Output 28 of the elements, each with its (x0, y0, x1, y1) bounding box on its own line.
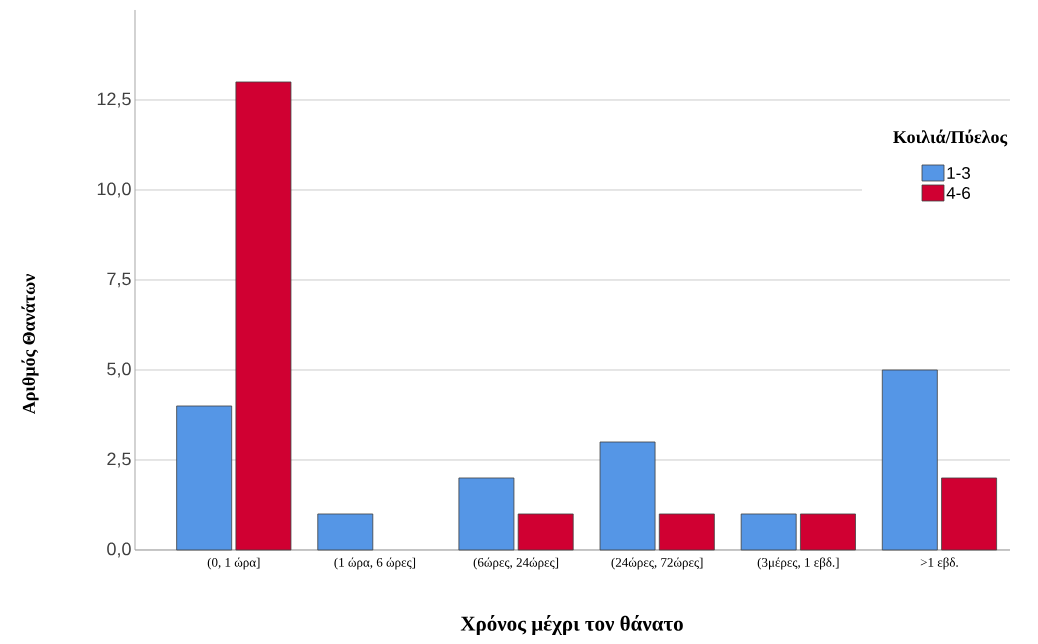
bar (658, 513, 715, 551)
y-tick-label: 0,0 (107, 542, 131, 558)
bar (740, 513, 797, 551)
bar (458, 477, 515, 551)
bar (800, 513, 856, 551)
bar (881, 369, 938, 551)
x-tick-label: (24ώρες, 72ώρες] (611, 557, 703, 570)
bar (235, 81, 292, 551)
x-tick-label: (3μέρες, 1 εβδ.] (757, 557, 839, 570)
legend-label: 1-3 (947, 166, 971, 180)
bar (317, 513, 374, 551)
y-tick-label: 10,0 (97, 182, 131, 198)
y-tick-label: 12,5 (97, 92, 131, 108)
x-tick-label: >1 εβδ. (920, 557, 958, 570)
legend-label: 4-6 (946, 186, 971, 200)
x-tick-label: (1 ώρα, 6 ώρες] (334, 557, 416, 570)
bar (517, 513, 574, 551)
y-axis-title: Αριθμός Θανάτων (21, 273, 39, 415)
y-tick-label: 5,0 (107, 362, 131, 378)
x-axis-title: Χρόνος μέχρι τον θάνατο (460, 614, 683, 636)
y-tick-label: 7,5 (107, 272, 131, 288)
y-tick-label: 2,5 (107, 452, 131, 468)
bar (941, 477, 997, 551)
x-tick-label: (6ώρες, 24ώρες] (473, 557, 559, 570)
x-tick-label: (0, 1 ώρα] (207, 557, 260, 570)
bar (599, 441, 656, 551)
bar (176, 405, 233, 551)
legend-title: Κοιλιά/Πύελος (893, 129, 1008, 147)
